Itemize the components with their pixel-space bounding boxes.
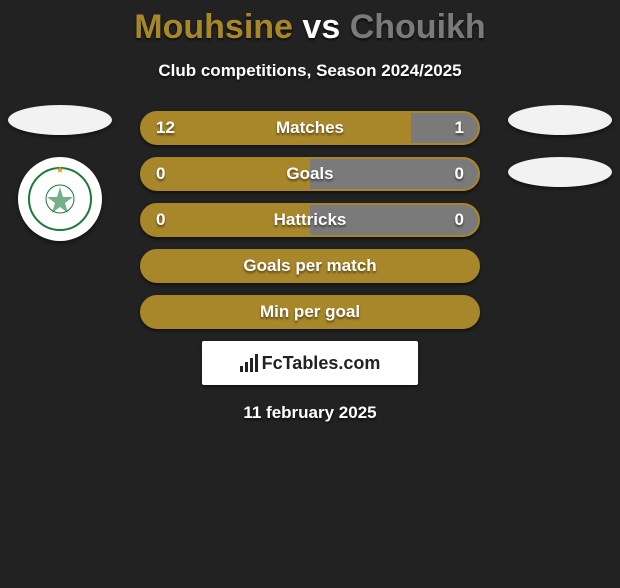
club-logo-inner: ★ xyxy=(28,167,92,231)
bar-label: Goals per match xyxy=(142,256,478,276)
player1-club-logo: ★ xyxy=(18,157,102,241)
brand-text: FcTables.com xyxy=(262,353,381,374)
bar-left-value: 0 xyxy=(156,210,165,230)
club-crest-icon xyxy=(40,179,80,219)
bar-right-segment: 1 xyxy=(411,113,478,143)
brand-box: FcTables.com xyxy=(202,341,418,385)
bar-right-segment: 0 xyxy=(310,205,478,235)
bar-left-value: 12 xyxy=(156,118,175,138)
page-title: Mouhsine vs Chouikh xyxy=(0,8,620,47)
content-area: ★ 12 1 Matches 0 0 xyxy=(0,111,620,423)
bar-left-segment: 0 xyxy=(142,205,310,235)
bar-goals: 0 0 Goals xyxy=(140,157,480,191)
title-player1: Mouhsine xyxy=(134,8,293,46)
bar-right-value: 0 xyxy=(455,210,464,230)
bar-goals-per-match: Goals per match xyxy=(140,249,480,283)
bar-hattricks: 0 0 Hattricks xyxy=(140,203,480,237)
bar-min-per-goal: Min per goal xyxy=(140,295,480,329)
date-text: 11 february 2025 xyxy=(0,403,620,423)
player2-club-placeholder xyxy=(508,157,612,187)
bar-label: Min per goal xyxy=(142,302,478,322)
stats-bars: 12 1 Matches 0 0 Goals 0 0 Hattricks xyxy=(140,111,480,329)
subtitle: Club competitions, Season 2024/2025 xyxy=(0,61,620,81)
bar-left-segment: 12 xyxy=(142,113,411,143)
bar-right-value: 1 xyxy=(455,118,464,138)
right-avatars xyxy=(508,105,612,209)
bar-left-segment: 0 xyxy=(142,159,310,189)
title-player2: Chouikh xyxy=(350,8,486,46)
star-icon: ★ xyxy=(56,165,65,176)
bar-right-value: 0 xyxy=(455,164,464,184)
bar-right-segment: 0 xyxy=(310,159,478,189)
bar-matches: 12 1 Matches xyxy=(140,111,480,145)
player1-avatar-placeholder xyxy=(8,105,112,135)
title-vs: vs xyxy=(302,8,340,46)
bar-left-value: 0 xyxy=(156,164,165,184)
bar-chart-icon xyxy=(240,354,258,372)
player2-avatar-placeholder xyxy=(508,105,612,135)
left-avatars: ★ xyxy=(8,105,112,241)
